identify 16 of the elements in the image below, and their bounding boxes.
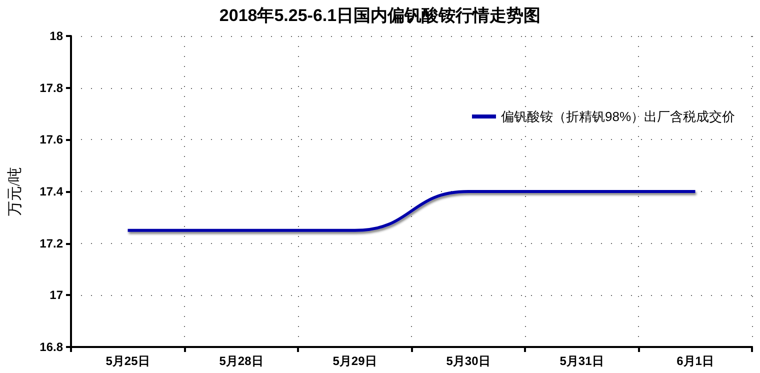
x-tick-label: 5月31日 (560, 354, 604, 368)
x-tick-label: 5月25日 (106, 354, 150, 368)
x-tick-label: 5月28日 (219, 354, 264, 368)
y-tick-label: 16.8 (40, 340, 64, 354)
y-tick-label: 17 (50, 288, 64, 302)
y-tick-label: 17.2 (40, 236, 64, 250)
legend-label: 偏钒酸铵（折精钒98%）出厂含税成交价 (500, 109, 736, 124)
y-tick-label: 17.6 (40, 132, 64, 147)
x-tick-label: 6月1日 (676, 354, 714, 368)
y-tick-label: 17.4 (40, 184, 64, 198)
x-tick-label: 5月30日 (446, 354, 490, 368)
y-tick-label: 17.8 (40, 80, 64, 95)
chart-title: 2018年5.25-6.1日国内偏钒酸铵行情走势图 (219, 6, 541, 25)
x-tick-label: 5月29日 (332, 354, 377, 368)
y-axis-title: 万元/吨 (6, 166, 24, 216)
y-tick-label: 18 (50, 29, 64, 43)
